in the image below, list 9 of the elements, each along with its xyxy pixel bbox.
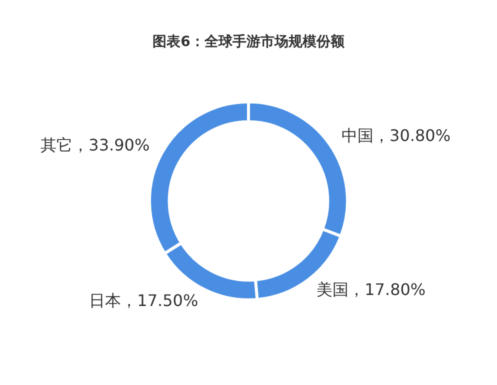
data-label: ，17.80% xyxy=(348,280,426,300)
chart-title: 图表6：全球手游市场规模份额 xyxy=(152,33,346,50)
slice-label: 中国 xyxy=(342,126,374,145)
data-label: ，33.90% xyxy=(72,135,150,154)
slice-label: 美国 xyxy=(316,280,349,300)
slice-label: 日本 xyxy=(89,291,122,310)
data-label: ，30.80% xyxy=(374,126,451,145)
data-label: ，17.50% xyxy=(121,291,198,310)
slice-label: 其它 xyxy=(40,135,73,154)
